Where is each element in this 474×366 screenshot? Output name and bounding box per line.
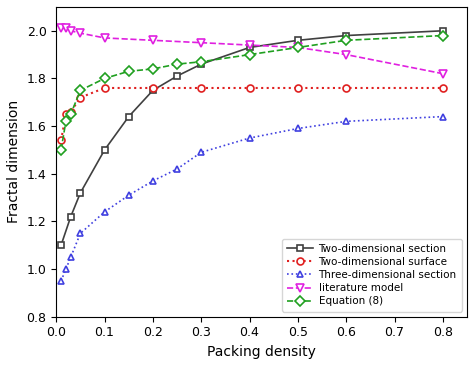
literature model: [199, 41, 204, 45]
Equation (8): [126, 69, 132, 74]
literature model: [246, 43, 252, 47]
Three-dimensional section: [199, 150, 204, 154]
Two-dimensional section: [199, 62, 204, 66]
Two-dimensional surface: [63, 112, 69, 116]
Line: literature model: literature model: [57, 24, 447, 78]
Equation (8): [78, 88, 83, 93]
Equation (8): [343, 38, 349, 42]
Two-dimensional section: [102, 148, 108, 152]
Equation (8): [174, 62, 180, 66]
Legend: Two-dimensional section, Two-dimensional surface, Three-dimensional section, lit: Two-dimensional section, Two-dimensional…: [282, 239, 462, 311]
Two-dimensional surface: [295, 86, 301, 90]
literature model: [58, 26, 64, 31]
Two-dimensional surface: [199, 86, 204, 90]
Three-dimensional section: [246, 136, 252, 140]
literature model: [150, 38, 156, 42]
Y-axis label: Fractal dimension: Fractal dimension: [7, 100, 21, 223]
Two-dimensional section: [174, 74, 180, 78]
Three-dimensional section: [440, 115, 446, 119]
Equation (8): [63, 119, 69, 124]
Three-dimensional section: [126, 193, 132, 197]
Equation (8): [58, 148, 64, 152]
Two-dimensional surface: [343, 86, 349, 90]
Two-dimensional section: [295, 38, 301, 42]
Three-dimensional section: [343, 119, 349, 124]
Three-dimensional section: [295, 126, 301, 131]
Equation (8): [68, 112, 73, 116]
Equation (8): [199, 60, 204, 64]
Two-dimensional surface: [68, 109, 73, 114]
Equation (8): [246, 52, 252, 57]
Equation (8): [440, 33, 446, 38]
Two-dimensional section: [126, 115, 132, 119]
Two-dimensional section: [150, 88, 156, 93]
Three-dimensional section: [102, 210, 108, 214]
Three-dimensional section: [58, 279, 64, 283]
literature model: [78, 31, 83, 36]
Two-dimensional section: [78, 191, 83, 195]
literature model: [63, 26, 69, 31]
Two-dimensional section: [343, 33, 349, 38]
Two-dimensional section: [246, 45, 252, 50]
Three-dimensional section: [174, 167, 180, 171]
Three-dimensional section: [78, 231, 83, 236]
Line: Three-dimensional section: Three-dimensional section: [57, 113, 447, 284]
Three-dimensional section: [63, 267, 69, 271]
Equation (8): [295, 45, 301, 50]
literature model: [295, 45, 301, 50]
literature model: [68, 29, 73, 33]
Line: Two-dimensional surface: Two-dimensional surface: [57, 85, 447, 144]
Two-dimensional surface: [150, 86, 156, 90]
Three-dimensional section: [150, 179, 156, 183]
Two-dimensional surface: [102, 86, 108, 90]
Equation (8): [150, 67, 156, 71]
Three-dimensional section: [68, 255, 73, 259]
X-axis label: Packing density: Packing density: [207, 345, 316, 359]
Two-dimensional section: [68, 214, 73, 219]
literature model: [440, 71, 446, 76]
Two-dimensional section: [440, 29, 446, 33]
Two-dimensional surface: [58, 138, 64, 143]
Two-dimensional surface: [246, 86, 252, 90]
Line: Two-dimensional section: Two-dimensional section: [57, 27, 447, 249]
literature model: [102, 36, 108, 40]
Two-dimensional section: [58, 243, 64, 247]
Line: Equation (8): Equation (8): [57, 32, 447, 153]
Equation (8): [102, 76, 108, 81]
Two-dimensional surface: [440, 86, 446, 90]
literature model: [343, 52, 349, 57]
Two-dimensional surface: [78, 95, 83, 100]
